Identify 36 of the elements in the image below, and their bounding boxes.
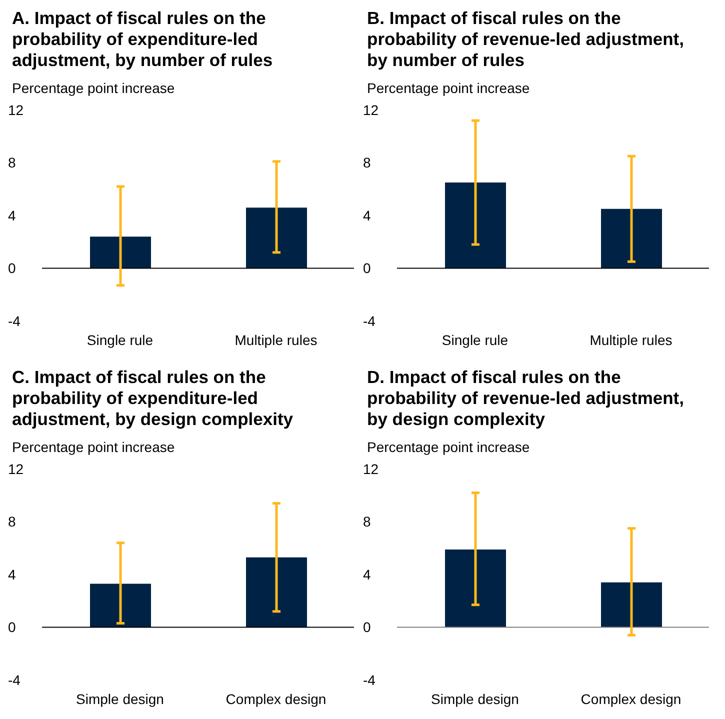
y-tick-label: -4 (8, 312, 21, 329)
chart-title: B. Impact of fiscal rules on the probability of revenue-led adjustment, by number of rules (366, 8, 685, 72)
y-tick-label: 4 (8, 207, 16, 224)
y-tick-label: 8 (363, 154, 371, 171)
y-axis-title: Percentage point increase (11, 439, 176, 457)
y-tick-label: 12 (363, 460, 379, 477)
y-axis-title: Percentage point increase (366, 80, 531, 98)
x-tick-label: Multiple rules (590, 332, 672, 348)
y-axis-title: Percentage point increase (11, 80, 176, 98)
y-tick-label: 0 (363, 260, 371, 276)
chart-title: D. Impact of fiscal rules on the probability of revenue-led adjustment, by design complexity (366, 367, 685, 431)
y-axis-title: Percentage point increase (366, 439, 531, 457)
x-tick-label: Simple design (76, 690, 164, 707)
x-tick-label: Single rule (442, 332, 508, 348)
y-tick-label: -4 (8, 672, 21, 688)
y-tick-label: -4 (363, 312, 376, 329)
x-tick-label: Simple design (431, 690, 519, 707)
y-tick-label: 4 (8, 566, 16, 582)
y-tick-label: 12 (8, 460, 24, 477)
y-tick-label: 0 (363, 619, 371, 636)
x-tick-label: Multiple rules (234, 332, 318, 348)
y-tick-label: 8 (8, 514, 16, 530)
y-tick-label: 12 (8, 102, 24, 118)
chart-title: A. Impact of fiscal rules on the probability of expenditure-led adjustment, by number of rules (11, 8, 274, 72)
chart-title: C. Impact of fiscal rules on the probability of expenditure-led adjustment, by design complexity (11, 367, 294, 431)
y-tick-label: 0 (8, 260, 16, 276)
x-tick-label: Single rule (86, 332, 154, 348)
y-tick-label: -4 (363, 672, 376, 688)
x-tick-label: Complex design (580, 690, 682, 707)
x-tick-label: Complex design (226, 690, 326, 707)
y-tick-label: 4 (363, 566, 371, 582)
y-tick-label: 12 (363, 102, 379, 118)
y-tick-label: 4 (363, 207, 371, 224)
y-tick-label: 8 (8, 154, 16, 171)
y-tick-label: 0 (8, 619, 16, 636)
y-tick-label: 8 (363, 514, 371, 530)
